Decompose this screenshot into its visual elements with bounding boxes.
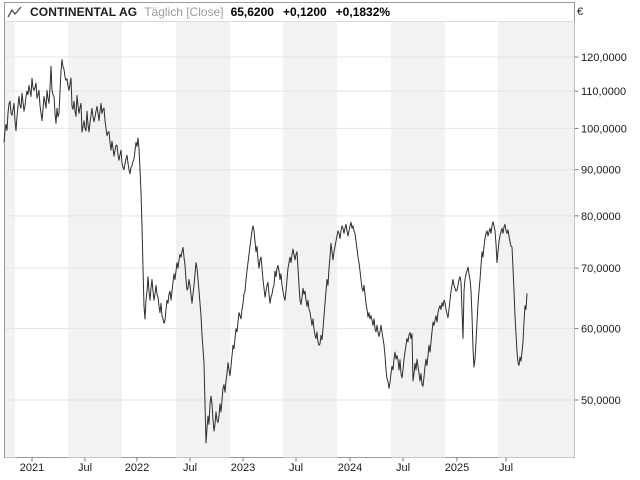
- x-axis-label: 2024: [338, 462, 362, 474]
- y-axis-label: 60,0000: [581, 324, 621, 336]
- quote-values: 65,6200 +0,1200 +0,1832%: [231, 5, 391, 19]
- y-axis-label: 70,0000: [581, 263, 621, 275]
- background-band: [498, 22, 575, 458]
- price-line: [3, 59, 528, 444]
- background-band: [5, 22, 15, 458]
- x-axis-label: Jul: [78, 462, 92, 474]
- y-axis-label: 50,0000: [581, 395, 621, 407]
- change-absolute: +0,1200: [282, 5, 327, 19]
- y-axis-label: 120,0000: [581, 52, 627, 64]
- last-price: 65,6200: [230, 5, 274, 19]
- timeframe-label: Täglich [Close]: [144, 5, 224, 19]
- background-band: [176, 22, 230, 458]
- x-axis-label: 2022: [125, 462, 149, 474]
- y-axis-label: 100,0000: [581, 123, 627, 135]
- x-axis-label: 2025: [445, 462, 469, 474]
- background-band: [391, 22, 445, 458]
- change-percent: +0,1832%: [335, 5, 391, 19]
- y-axis-label: 110,0000: [581, 86, 626, 98]
- x-axis-label: 2023: [231, 462, 255, 474]
- y-axis-label: 90,0000: [581, 165, 621, 177]
- background-band: [283, 22, 337, 458]
- line-chart-icon: [7, 6, 22, 17]
- x-axis-label: Jul: [183, 462, 197, 474]
- x-axis-label: Jul: [499, 462, 513, 474]
- background-band: [68, 22, 122, 458]
- chart-header: CONTINENTAL AG Täglich [Close] 65,6200 +…: [7, 4, 390, 20]
- y-axis-label: 80,0000: [581, 211, 621, 223]
- currency-unit-label: €: [577, 6, 583, 18]
- x-axis-label: Jul: [289, 462, 303, 474]
- x-axis-label: Jul: [396, 462, 410, 474]
- x-axis-label: 2021: [20, 462, 44, 474]
- instrument-name: CONTINENTAL AG: [30, 5, 138, 19]
